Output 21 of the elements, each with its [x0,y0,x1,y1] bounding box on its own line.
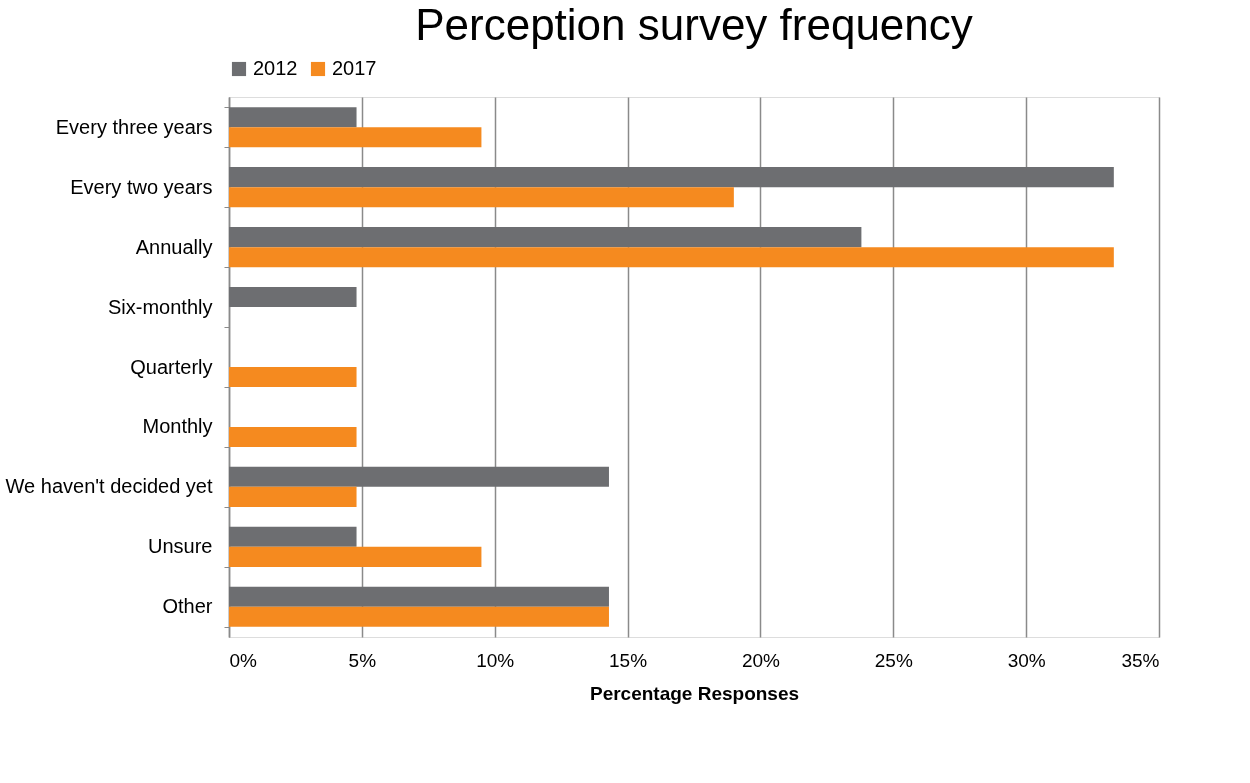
x-tick-label: 30% [1007,649,1046,671]
y-tick-label: Every three years [55,115,213,138]
chart-title: Perception survey frequency [415,0,973,49]
x-tick-label: 20% [741,649,781,671]
legend-label: 2012 [253,57,298,79]
x-tick-label: 10% [476,649,515,671]
x-tick-label: 35% [1121,649,1160,671]
y-tick-label: We haven't decided yet [5,475,213,498]
y-tick-label: Every two years [70,175,213,198]
legend-label: 2017 [332,57,377,79]
x-axis-title: Percentage Responses [589,682,800,704]
x-tick-label: 0% [229,649,258,671]
y-tick-label: Monthly [142,415,213,438]
y-tick-label: Annually [135,235,213,258]
y-tick-label: Unsure [148,535,213,558]
x-tick-label: 15% [609,649,648,671]
y-tick-label: Quarterly [130,355,213,378]
y-tick-label: Other [162,595,213,618]
x-tick-label: 5% [348,649,377,671]
x-tick-label: 25% [874,649,913,671]
y-tick-label: Six-monthly [108,295,213,318]
